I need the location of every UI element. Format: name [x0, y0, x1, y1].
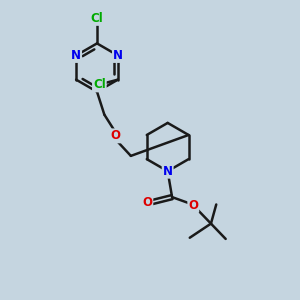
- Text: Cl: Cl: [91, 12, 103, 25]
- Text: N: N: [113, 49, 123, 62]
- Text: N: N: [163, 165, 173, 178]
- Text: O: O: [110, 129, 121, 142]
- Text: O: O: [142, 196, 152, 209]
- Text: N: N: [71, 49, 81, 62]
- Text: Cl: Cl: [93, 78, 106, 92]
- Text: O: O: [188, 199, 198, 212]
